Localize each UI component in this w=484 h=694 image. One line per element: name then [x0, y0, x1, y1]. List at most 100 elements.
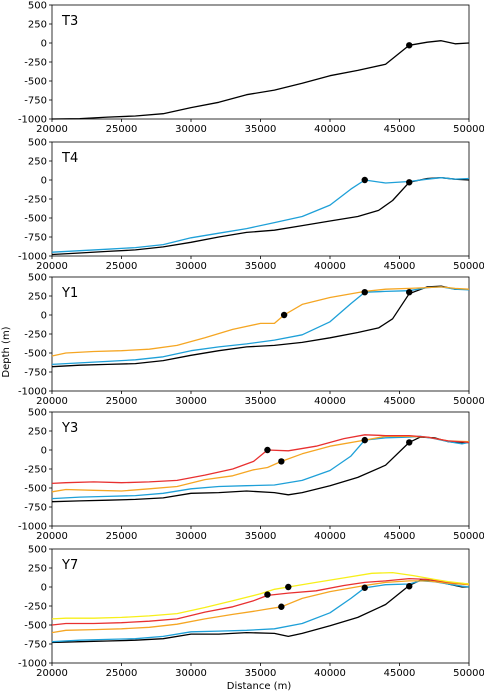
- panel-t4: 20000 25000 30000 35000 40000 45000 50000 500 25…: [18, 138, 484, 273]
- panel-y1: 20000 25000 30000 35000 40000 45000 50000 500 25…: [18, 273, 484, 408]
- x-tick-label: 25000: [106, 531, 138, 542]
- x-tick-label: 30000: [175, 531, 207, 542]
- x-tick-label: 20000: [36, 668, 68, 679]
- x-tick-label: 20000: [36, 531, 68, 542]
- y-tick-label: 250: [28, 157, 47, 168]
- y-tick-label: -250: [24, 465, 47, 476]
- data-point-marker: [264, 446, 271, 454]
- y-tick-label: 0: [41, 39, 47, 50]
- y-tick-label: 500: [28, 273, 47, 284]
- x-tick-label: 30000: [175, 396, 207, 407]
- y-tick-label: -1000: [18, 252, 47, 263]
- x-tick-label: 40000: [314, 668, 346, 679]
- series-line-black: [51, 285, 469, 368]
- data-point-marker: [278, 458, 285, 465]
- y-tick-label: -250: [24, 195, 47, 206]
- y-tick-label: -1000: [18, 522, 47, 533]
- x-tick-label: 20000: [36, 261, 68, 272]
- y-tick-label: -500: [24, 214, 47, 225]
- x-tick-label: 30000: [175, 668, 207, 679]
- data-point-marker: [361, 176, 368, 184]
- data-point-marker: [361, 289, 368, 296]
- y-tick-label: 0: [41, 446, 47, 457]
- data-point-marker: [285, 583, 292, 591]
- x-tick-label: 30000: [175, 261, 207, 272]
- y-tick-label: -250: [24, 330, 47, 341]
- x-tick-label: 45000: [384, 668, 416, 679]
- x-tick-label: 50000: [453, 668, 484, 679]
- data-point-marker: [361, 436, 368, 444]
- series-line-blue: [51, 177, 470, 253]
- y-tick-label: 250: [28, 20, 47, 31]
- data-point-marker: [406, 42, 413, 49]
- x-tick-label: 25000: [106, 668, 138, 679]
- y-tick-label: 500: [28, 1, 47, 12]
- x-tick-label: 40000: [314, 396, 346, 407]
- y-tick-label: -750: [24, 233, 47, 244]
- data-point-marker: [406, 583, 413, 590]
- series-line-orange: [51, 435, 470, 493]
- series-line-orange: [51, 580, 470, 634]
- y-tick-label: -250: [24, 602, 47, 613]
- x-tick-label: 45000: [384, 124, 416, 135]
- y-tick-label: 500: [28, 545, 47, 556]
- panel-label: Y1: [61, 286, 78, 301]
- data-point-marker: [361, 584, 368, 591]
- y-tick-label: 500: [28, 408, 47, 419]
- series-line-black: [51, 40, 470, 120]
- y-tick-label: -750: [24, 503, 47, 514]
- x-axis-label: Distance (m): [227, 681, 292, 692]
- y-tick-label: 250: [28, 292, 47, 303]
- y-tick-label: 0: [41, 176, 47, 187]
- x-tick-label: 40000: [314, 531, 346, 542]
- x-tick-label: 30000: [175, 124, 207, 135]
- x-tick-label: 45000: [384, 396, 416, 407]
- x-tick-label: 35000: [245, 668, 277, 679]
- series-line-black: [51, 579, 469, 644]
- panel-label: T4: [61, 151, 78, 166]
- x-tick-label: 20000: [36, 124, 68, 135]
- y-tick-label: 250: [28, 427, 47, 438]
- y-tick-label: -1000: [18, 659, 47, 670]
- x-tick-label: 50000: [453, 396, 484, 407]
- x-tick-label: 40000: [314, 124, 346, 135]
- x-tick-label: 45000: [384, 261, 416, 272]
- data-point-marker: [406, 439, 413, 446]
- y-tick-label: -750: [24, 96, 47, 107]
- y-tick-label: -750: [24, 640, 47, 651]
- x-tick-label: 25000: [106, 261, 138, 272]
- y-axis-label: Depth (m): [1, 326, 12, 377]
- y-tick-label: -1000: [18, 115, 47, 126]
- data-point-marker: [406, 179, 413, 186]
- panel-t3: 20000 25000 30000 35000 40000 45000 50000 500 25…: [18, 1, 484, 136]
- series-line-black: [51, 177, 470, 256]
- x-tick-label: 45000: [384, 531, 416, 542]
- y-tick-label: -500: [24, 621, 47, 632]
- y-tick-label: -500: [24, 77, 47, 88]
- x-tick-label: 50000: [453, 124, 484, 135]
- panel-y7: 20000 25000 30000 35000 40000 45000 50000 500 25…: [18, 545, 484, 680]
- plot-frame: [51, 4, 470, 120]
- data-point-marker: [264, 591, 271, 598]
- x-tick-label: 25000: [106, 124, 138, 135]
- x-tick-label: 25000: [106, 396, 138, 407]
- series-line-orange: [51, 286, 470, 357]
- y-tick-label: 0: [41, 311, 47, 322]
- panel-label: T3: [61, 14, 78, 29]
- series-line-black: [51, 436, 470, 503]
- x-tick-label: 35000: [245, 531, 277, 542]
- panel-label: Y3: [61, 421, 78, 436]
- panel-y3: 20000 25000 30000 35000 40000 45000 50000 500 25…: [18, 408, 484, 543]
- data-point-marker: [280, 311, 288, 319]
- x-tick-label: 40000: [314, 261, 346, 272]
- data-point-marker: [406, 289, 413, 296]
- y-tick-label: 0: [41, 583, 47, 594]
- x-tick-label: 35000: [245, 396, 277, 407]
- y-tick-label: -500: [24, 484, 47, 495]
- y-tick-label: 500: [28, 138, 47, 149]
- y-tick-label: -1000: [18, 387, 47, 398]
- plot-frame: [51, 276, 470, 392]
- y-tick-label: 250: [28, 564, 47, 575]
- x-tick-label: 50000: [453, 261, 484, 272]
